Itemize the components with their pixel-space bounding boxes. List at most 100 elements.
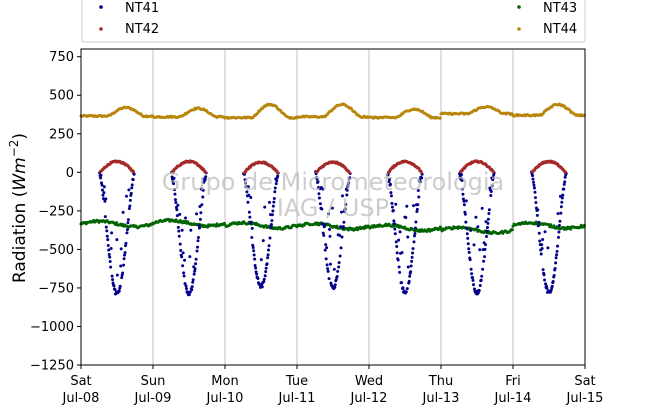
- nt41-point: [541, 238, 545, 242]
- nt41-point: [404, 215, 408, 219]
- nt41-point: [270, 213, 274, 217]
- nt41-point: [192, 272, 196, 276]
- nt42-point: [492, 170, 495, 174]
- nt41-point: [479, 278, 483, 282]
- nt41-point: [471, 276, 475, 280]
- nt41-point: [128, 198, 132, 202]
- nt41-point: [256, 277, 260, 281]
- nt41-point: [327, 277, 331, 281]
- legend-frame: [81, 0, 586, 43]
- nt41-point: [251, 245, 255, 249]
- nt41-point: [393, 232, 397, 236]
- nt41-point: [559, 205, 563, 209]
- nt41-point: [563, 175, 567, 179]
- nt41-point: [478, 284, 482, 288]
- nt41-point: [340, 210, 344, 214]
- data-points: [79, 102, 586, 297]
- legend-label-nt42: NT42: [125, 22, 159, 37]
- nt41-point: [466, 242, 470, 246]
- nt41-point: [489, 194, 493, 198]
- nt41-point: [562, 187, 566, 191]
- nt41-point: [315, 177, 319, 181]
- x-tick-label-date: Jul-10: [206, 391, 244, 406]
- nt41-point: [101, 193, 105, 197]
- nt41-point: [197, 226, 201, 230]
- nt41-point: [250, 226, 254, 230]
- nt41-point: [467, 250, 471, 254]
- y-axis-label: Radiation (Wm−2): [7, 133, 30, 283]
- nt41-point: [559, 211, 563, 215]
- nt41-point: [533, 190, 537, 194]
- nt41-point: [480, 206, 484, 210]
- nt41-point: [195, 212, 199, 216]
- nt41-point: [472, 243, 476, 247]
- nt41-point: [466, 236, 470, 240]
- nt41-point: [543, 278, 547, 282]
- nt42-point: [204, 170, 207, 174]
- nt42-point: [132, 170, 135, 174]
- nt42-point: [276, 171, 279, 175]
- legend-marker-nt43: [517, 5, 521, 9]
- nt41-point: [538, 239, 542, 243]
- nt41-point: [181, 264, 185, 268]
- y-tick-label: 250: [49, 127, 74, 142]
- nt41-point: [470, 272, 474, 276]
- nt41-point: [107, 252, 111, 256]
- nt41-point: [322, 233, 326, 237]
- nt41-point: [531, 174, 535, 178]
- nt41-point: [317, 192, 321, 196]
- plot-area: Grupo de Micrometeorologia IAG / USP: [79, 48, 586, 366]
- legend-label-nt43: NT43: [543, 1, 577, 16]
- nt41-point: [122, 257, 126, 261]
- nt41-point: [398, 270, 402, 274]
- nt41-point: [394, 202, 398, 206]
- nt41-point: [393, 227, 397, 231]
- nt41-point: [410, 255, 414, 259]
- nt41-point: [323, 222, 327, 226]
- nt41-point: [127, 188, 131, 192]
- nt41-point: [462, 203, 466, 207]
- nt41-point: [271, 209, 275, 213]
- nt41-point: [180, 228, 184, 232]
- nt41-point: [173, 198, 177, 202]
- nt41-point: [263, 205, 267, 209]
- nt41-point: [550, 284, 554, 288]
- nt41-point: [244, 181, 248, 185]
- nt41-point: [485, 229, 489, 233]
- nt41-point: [178, 242, 182, 246]
- nt41-point: [324, 243, 328, 247]
- nt41-point: [555, 253, 559, 257]
- nt41-point: [199, 211, 203, 215]
- nt41-point: [407, 279, 411, 283]
- nt41-point: [264, 270, 268, 274]
- nt41-point: [266, 256, 270, 260]
- nt41-point: [411, 247, 415, 251]
- nt41-point: [175, 208, 179, 212]
- nt41-point: [556, 212, 560, 216]
- nt41-point: [553, 267, 557, 271]
- nt41-point: [388, 177, 392, 181]
- nt41-point: [408, 274, 412, 278]
- nt41-point: [196, 239, 200, 243]
- nt41-point: [533, 196, 537, 200]
- nt41-point: [335, 275, 339, 279]
- nt41-point: [247, 210, 251, 214]
- nt43-point: [510, 228, 514, 232]
- nt41-point: [99, 173, 103, 177]
- nt41-point: [321, 187, 325, 191]
- nt41-point: [339, 246, 343, 250]
- nt41-point: [405, 287, 409, 291]
- legend-entry-nt43: NT43: [517, 1, 577, 16]
- watermark-line-1: Grupo de Micrometeorologia: [162, 168, 504, 196]
- x-tick-label-date: Jul-14: [494, 391, 532, 406]
- nt41-point: [123, 253, 127, 257]
- nt41-point: [264, 266, 268, 270]
- nt41-point: [259, 258, 263, 262]
- nt41-point: [267, 248, 271, 252]
- nt41-point: [468, 258, 472, 262]
- nt41-point: [387, 180, 391, 184]
- nt41-point: [348, 176, 352, 180]
- nt41-point: [265, 262, 269, 266]
- nt41-point: [560, 200, 564, 204]
- nt41-point: [483, 247, 487, 251]
